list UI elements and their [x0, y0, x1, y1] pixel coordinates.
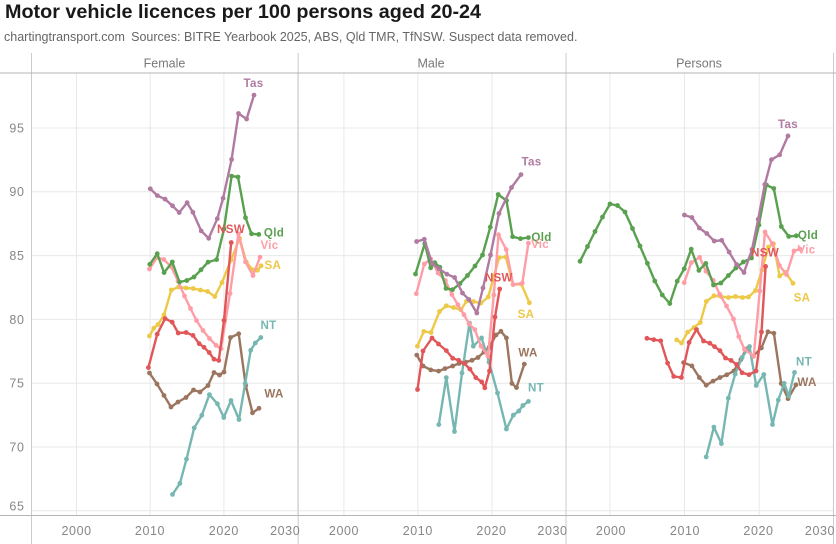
svg-text:NT: NT: [260, 319, 276, 332]
svg-text:85: 85: [9, 249, 24, 263]
svg-text:2030: 2030: [805, 524, 835, 538]
svg-text:Vic: Vic: [531, 238, 549, 251]
svg-text:SA: SA: [794, 292, 811, 305]
svg-text:NSW: NSW: [485, 272, 513, 285]
svg-text:NT: NT: [796, 356, 812, 369]
svg-text:2000: 2000: [596, 524, 626, 538]
svg-text:Male: Male: [417, 57, 444, 71]
svg-text:2010: 2010: [670, 524, 700, 538]
svg-text:2030: 2030: [270, 524, 300, 538]
svg-text:SA: SA: [518, 308, 535, 321]
svg-text:Qld: Qld: [798, 229, 818, 242]
svg-text:65: 65: [9, 500, 24, 514]
svg-text:80: 80: [9, 313, 24, 327]
svg-text:2020: 2020: [743, 524, 773, 538]
svg-text:2010: 2010: [403, 524, 433, 538]
svg-text:SA: SA: [264, 259, 281, 272]
svg-text:Female: Female: [144, 57, 186, 71]
svg-text:Vic: Vic: [797, 244, 815, 257]
svg-text:Tas: Tas: [521, 156, 541, 169]
svg-text:2020: 2020: [476, 524, 506, 538]
svg-text:Qld: Qld: [531, 231, 551, 244]
svg-text:2000: 2000: [329, 524, 359, 538]
svg-text:WA: WA: [518, 347, 538, 360]
svg-text:2020: 2020: [209, 524, 239, 538]
svg-text:NSW: NSW: [751, 247, 779, 260]
svg-text:75: 75: [9, 377, 24, 391]
svg-text:Vic: Vic: [260, 239, 278, 252]
svg-text:2010: 2010: [135, 524, 165, 538]
svg-text:NSW: NSW: [217, 223, 245, 236]
svg-text:Tas: Tas: [243, 77, 263, 90]
svg-text:95: 95: [9, 121, 24, 135]
svg-text:NT: NT: [528, 382, 544, 395]
svg-text:2000: 2000: [61, 524, 91, 538]
svg-text:WA: WA: [264, 388, 284, 401]
svg-text:Tas: Tas: [778, 118, 798, 131]
svg-text:2030: 2030: [537, 524, 567, 538]
svg-text:90: 90: [9, 185, 24, 199]
svg-text:70: 70: [9, 440, 24, 454]
svg-text:Persons: Persons: [676, 57, 722, 71]
svg-text:WA: WA: [797, 376, 817, 389]
svg-text:Qld: Qld: [264, 226, 284, 239]
